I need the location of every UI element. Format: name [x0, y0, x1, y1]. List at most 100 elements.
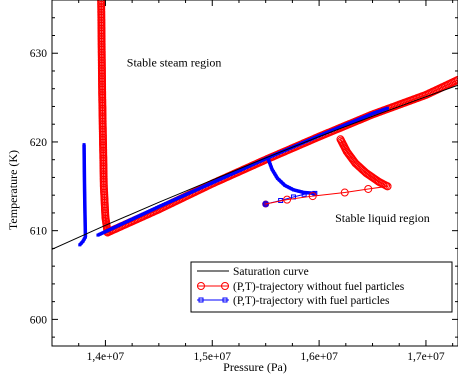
blue-trajectory-point — [82, 176, 86, 180]
blue-trajectory-point — [224, 175, 228, 179]
y-axis-label: Temperature (K) — [6, 150, 20, 230]
blue-trajectory-point — [267, 158, 271, 162]
blue-trajectory-point — [83, 215, 87, 219]
x-tick-label: 1,4e+07 — [87, 351, 125, 363]
annotation-steam-region: Stable steam region — [127, 56, 222, 70]
blue-trajectory-point — [82, 166, 86, 170]
blue-trajectory-point — [257, 160, 261, 164]
blue-trajectory-point — [123, 220, 127, 224]
blue-trajectory-point — [82, 161, 86, 165]
blue-feed-point — [301, 191, 307, 197]
blue-trajectory-point — [229, 172, 233, 176]
blue-trajectory-point — [152, 207, 156, 211]
red-feed-point — [383, 182, 392, 191]
blue-trajectory-point — [83, 184, 87, 188]
blue-trajectory-point — [82, 148, 86, 152]
blue-trajectory-point — [109, 227, 113, 231]
blue-trajectory-point — [206, 183, 210, 187]
blue-trajectory-point — [331, 128, 335, 132]
blue-trajectory-point — [103, 230, 107, 234]
blue-trajectory-point — [82, 173, 86, 177]
blue-trajectory-point — [231, 171, 235, 175]
blue-trajectory-point — [125, 219, 129, 223]
blue-trajectory-point — [83, 189, 87, 193]
x-tick-label: 1,7e+07 — [407, 351, 445, 363]
blue-trajectory-point — [273, 153, 277, 157]
legend-marker-with-fuel-left — [198, 297, 204, 303]
blue-trajectory-point — [79, 241, 83, 245]
blue-trajectory-point — [326, 130, 330, 134]
blue-trajectory-point — [268, 161, 272, 165]
blue-trajectory-point — [294, 189, 298, 193]
blue-trajectory-point — [368, 113, 372, 117]
y-tick-label: 610 — [30, 226, 48, 238]
blue-trajectory-point — [283, 183, 287, 187]
blue-trajectory-point — [159, 204, 163, 208]
blue-trajectory-point — [185, 192, 189, 196]
blue-trajectory-point — [175, 196, 179, 200]
blue-trajectory-point — [222, 176, 226, 180]
blue-trajectory-point — [83, 199, 87, 203]
y-tick-label: 630 — [30, 48, 48, 60]
legend-marker-without-fuel-left — [197, 282, 205, 290]
blue-trajectory-point — [236, 169, 240, 173]
blue-trajectory-point — [240, 167, 244, 171]
blue-trajectory-point — [196, 187, 200, 191]
blue-trajectory-point — [307, 191, 311, 195]
blue-trajectory-point — [82, 181, 86, 185]
blue-trajectory-point — [164, 202, 168, 206]
blue-trajectory-point — [233, 170, 237, 174]
blue-trajectory-point — [324, 131, 328, 135]
legend: Saturation curve (P,T)-trajectory withou… — [190, 261, 453, 313]
blue-trajectory-point — [187, 191, 191, 195]
blue-trajectory-point — [168, 200, 172, 204]
blue-trajectory-point — [254, 161, 258, 165]
blue-trajectory-point — [361, 115, 365, 119]
blue-trajectory-point — [210, 181, 214, 185]
blue-trajectory-point — [178, 195, 182, 199]
blue-trajectory-point — [83, 235, 87, 239]
legend-label-without-fuel: (P,T)-trajectory without fuel particles — [233, 281, 405, 293]
blue-trajectory-point — [291, 188, 295, 192]
x-tick-label: 1,6e+07 — [300, 351, 338, 363]
blue-trajectory-point — [161, 203, 165, 207]
red-trajectory-point — [454, 75, 458, 84]
blue-trajectory-point — [268, 155, 272, 159]
blue-trajectory-point — [128, 218, 132, 222]
blue-trajectory-point — [220, 177, 224, 181]
blue-trajectory-point — [285, 185, 289, 189]
blue-trajectory-point — [100, 231, 104, 235]
blue-trajectory-point — [194, 188, 198, 192]
blue-trajectory-point — [192, 189, 196, 193]
blue-trajectory-point — [118, 223, 122, 227]
blue-trajectory-point — [215, 179, 219, 183]
blue-trajectory-point — [83, 194, 87, 198]
blue-trajectory-point — [203, 184, 207, 188]
series-layer — [52, 0, 458, 250]
blue-trajectory-point — [114, 225, 118, 229]
blue-trajectory-point — [357, 117, 361, 121]
blue-trajectory-point — [83, 217, 87, 221]
blue-trajectory-point — [347, 121, 351, 125]
blue-trajectory-point — [112, 226, 116, 230]
blue-trajectory-point — [322, 132, 326, 136]
blue-trajectory-point — [380, 108, 384, 112]
blue-trajectory-point — [275, 176, 279, 180]
blue-trajectory-point — [268, 163, 272, 167]
plot-frame — [51, 0, 458, 347]
red-trajectory-point — [97, 0, 106, 4]
red-trajectory-point — [382, 181, 391, 190]
blue-trajectory-point — [173, 197, 177, 201]
blue-trajectory-point — [340, 124, 344, 128]
blue-trajectory-point — [82, 143, 86, 147]
blue-trajectory-point — [83, 186, 87, 190]
legend-label-with-fuel: (P,T)-trajectory with fuel particles — [233, 295, 390, 307]
blue-trajectory-point — [82, 168, 86, 172]
blue-trajectory-point — [83, 220, 87, 224]
blue-trajectory-point — [273, 172, 277, 176]
blue-trajectory-point — [217, 178, 221, 182]
x-tick-label: 1,5e+07 — [194, 351, 232, 363]
blue-trajectory-point — [141, 212, 145, 216]
blue-trajectory-point — [82, 171, 86, 175]
blue-trajectory-point — [166, 201, 170, 205]
